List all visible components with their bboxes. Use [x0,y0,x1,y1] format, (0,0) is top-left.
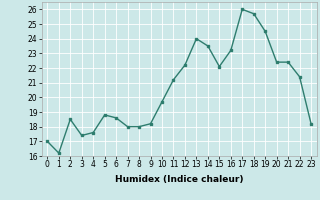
X-axis label: Humidex (Indice chaleur): Humidex (Indice chaleur) [115,175,244,184]
